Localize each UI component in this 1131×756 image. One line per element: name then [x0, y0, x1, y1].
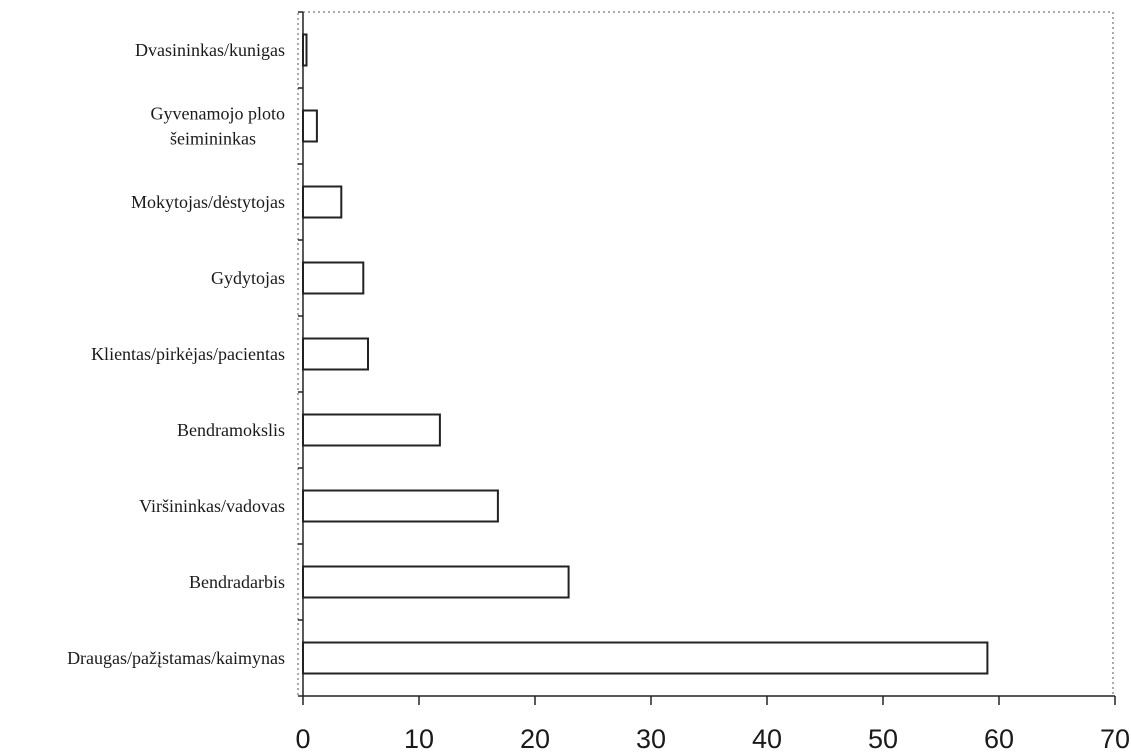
- x-axis-ticks: 0 10 20 30 40 50 60 70: [295, 696, 1130, 754]
- category-label: Klientas/pirkėjas/pacientas: [91, 344, 285, 364]
- category-label: Gydytojas: [211, 268, 285, 288]
- bar: [302, 565, 570, 599]
- category-label: Gyvenamojo ploto šeimininkas: [151, 104, 285, 149]
- x-tick-label: 10: [404, 724, 434, 754]
- category-label-line: Klientas/pirkėjas/pacientas: [91, 344, 285, 364]
- category-label: Dvasininkas/kunigas: [135, 40, 285, 60]
- x-tick-label: 30: [636, 724, 666, 754]
- bar: [302, 185, 343, 219]
- x-tick-label: 40: [752, 724, 782, 754]
- category-labels: Dvasininkas/kunigas Gyvenamojo ploto šeimi…: [67, 40, 285, 668]
- category-label-line: Gyvenamojo ploto: [151, 104, 285, 124]
- category-label: Bendramokslis: [177, 420, 285, 440]
- bar: [302, 489, 499, 523]
- category-label-line: Bendramokslis: [177, 420, 285, 440]
- category-label: Bendradarbis: [189, 572, 285, 592]
- x-tick-label: 20: [520, 724, 550, 754]
- bar: [302, 109, 318, 143]
- category-label-line: šeimininkas: [170, 129, 256, 149]
- x-tick-label: 0: [295, 724, 310, 754]
- bar: [302, 261, 365, 295]
- x-tick-label: 70: [1100, 724, 1130, 754]
- bars-group: [302, 33, 989, 675]
- bar: [302, 413, 441, 447]
- category-label-line: Draugas/pažįstamas/kaimynas: [67, 648, 285, 668]
- category-label-line: Viršininkas/vadovas: [139, 496, 285, 516]
- category-label-line: Bendradarbis: [189, 572, 285, 592]
- category-label: Draugas/pažįstamas/kaimynas: [67, 648, 285, 668]
- bar: [302, 337, 369, 371]
- category-label-line: Mokytojas/dėstytojas: [131, 192, 285, 212]
- category-label: Viršininkas/vadovas: [139, 496, 285, 516]
- x-tick-label: 50: [868, 724, 898, 754]
- x-tick-label: 60: [984, 724, 1014, 754]
- category-label-line: Dvasininkas/kunigas: [135, 40, 285, 60]
- category-label: Mokytojas/dėstytojas: [131, 192, 285, 212]
- bar: [302, 641, 989, 675]
- category-label-line: Gydytojas: [211, 268, 285, 288]
- y-axis-ticks: [298, 11, 303, 697]
